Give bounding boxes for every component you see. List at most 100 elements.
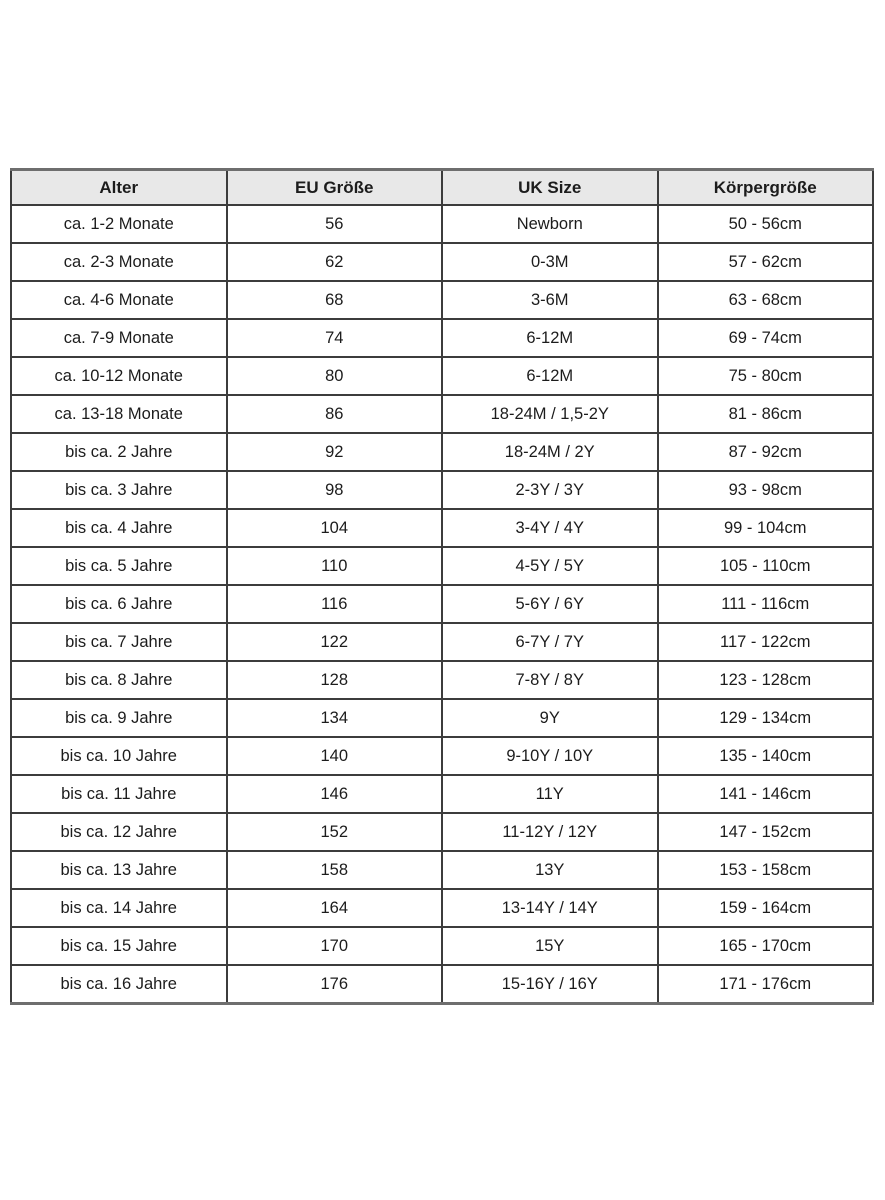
table-cell: 6-12M xyxy=(441,318,659,358)
table-row: ca. 10-12 Monate 80 6-12M 75 - 80cm xyxy=(10,356,874,396)
table-cell: 111 - 116cm xyxy=(656,584,874,624)
table-cell: 86 xyxy=(225,394,443,434)
table-row: ca. 7-9 Monate 74 6-12M 69 - 74cm xyxy=(10,318,874,358)
column-header-alter: Alter xyxy=(10,168,228,206)
table-row: bis ca. 2 Jahre 92 18-24M / 2Y 87 - 92cm xyxy=(10,432,874,472)
table-cell: bis ca. 12 Jahre xyxy=(10,812,228,852)
table-cell: 123 - 128cm xyxy=(656,660,874,700)
table-cell: 2-3Y / 3Y xyxy=(441,470,659,510)
table-cell: 0-3M xyxy=(441,242,659,282)
table-cell: 98 xyxy=(225,470,443,510)
table-cell: 6-7Y / 7Y xyxy=(441,622,659,662)
table-cell: 92 xyxy=(225,432,443,472)
table-cell: 74 xyxy=(225,318,443,358)
table-cell: 9Y xyxy=(441,698,659,738)
column-header-koerpergroesse: Körpergröße xyxy=(656,168,874,206)
table-row: bis ca. 12 Jahre 152 11-12Y / 12Y 147 - 152… xyxy=(10,812,874,852)
table-row: ca. 1-2 Monate 56 Newborn 50 - 56cm xyxy=(10,204,874,244)
table-cell: ca. 4-6 Monate xyxy=(10,280,228,320)
table-cell: bis ca. 7 Jahre xyxy=(10,622,228,662)
table-cell: 147 - 152cm xyxy=(656,812,874,852)
table-cell: 63 - 68cm xyxy=(656,280,874,320)
table-body: ca. 1-2 Monate 56 Newborn 50 - 56cm ca. 2-3 … xyxy=(10,204,874,1005)
table-cell: 122 xyxy=(225,622,443,662)
table-cell: Newborn xyxy=(441,204,659,244)
table-cell: 69 - 74cm xyxy=(656,318,874,358)
table-cell: 5-6Y / 6Y xyxy=(441,584,659,624)
table-cell: 6-12M xyxy=(441,356,659,396)
table-row: bis ca. 10 Jahre 140 9-10Y / 10Y 135 - 140c… xyxy=(10,736,874,776)
table-row: bis ca. 11 Jahre 146 11Y 141 - 146cm xyxy=(10,774,874,814)
table-row: bis ca. 9 Jahre 134 9Y 129 - 134cm xyxy=(10,698,874,738)
table-cell: ca. 1-2 Monate xyxy=(10,204,228,244)
header-row: Alter EU Größe UK Size Körpergröße xyxy=(10,168,874,206)
table-cell: bis ca. 6 Jahre xyxy=(10,584,228,624)
table-cell: 105 - 110cm xyxy=(656,546,874,586)
table-cell: 11-12Y / 12Y xyxy=(441,812,659,852)
table-cell: 9-10Y / 10Y xyxy=(441,736,659,776)
table-cell: 116 xyxy=(225,584,443,624)
table-cell: bis ca. 3 Jahre xyxy=(10,470,228,510)
table-cell: bis ca. 5 Jahre xyxy=(10,546,228,586)
table-cell: bis ca. 11 Jahre xyxy=(10,774,228,814)
table-cell: 18-24M / 1,5-2Y xyxy=(441,394,659,434)
table-cell: 13-14Y / 14Y xyxy=(441,888,659,928)
table-cell: 62 xyxy=(225,242,443,282)
table-cell: 146 xyxy=(225,774,443,814)
table-cell: ca. 7-9 Monate xyxy=(10,318,228,358)
table-cell: bis ca. 8 Jahre xyxy=(10,660,228,700)
table-cell: 56 xyxy=(225,204,443,244)
table-cell: ca. 10-12 Monate xyxy=(10,356,228,396)
table-cell: 152 xyxy=(225,812,443,852)
table-cell: 135 - 140cm xyxy=(656,736,874,776)
table-cell: 171 - 176cm xyxy=(656,964,874,1005)
table-cell: bis ca. 9 Jahre xyxy=(10,698,228,738)
table-cell: 50 - 56cm xyxy=(656,204,874,244)
table-cell: 164 xyxy=(225,888,443,928)
table-cell: bis ca. 16 Jahre xyxy=(10,964,228,1005)
table-cell: 80 xyxy=(225,356,443,396)
table-cell: 93 - 98cm xyxy=(656,470,874,510)
table-cell: 117 - 122cm xyxy=(656,622,874,662)
table-cell: 170 xyxy=(225,926,443,966)
table-cell: 134 xyxy=(225,698,443,738)
table-cell: bis ca. 13 Jahre xyxy=(10,850,228,890)
table-cell: 3-6M xyxy=(441,280,659,320)
table-row: bis ca. 4 Jahre 104 3-4Y / 4Y 99 - 104cm xyxy=(10,508,874,548)
table-cell: 159 - 164cm xyxy=(656,888,874,928)
size-chart-table: Alter EU Größe UK Size Körpergröße ca. 1… xyxy=(10,168,874,1005)
table-row: bis ca. 15 Jahre 170 15Y 165 - 170cm xyxy=(10,926,874,966)
table-row: bis ca. 13 Jahre 158 13Y 153 - 158cm xyxy=(10,850,874,890)
table-row: bis ca. 5 Jahre 110 4-5Y / 5Y 105 - 110cm xyxy=(10,546,874,586)
table-row: bis ca. 8 Jahre 128 7-8Y / 8Y 123 - 128cm xyxy=(10,660,874,700)
table-header: Alter EU Größe UK Size Körpergröße xyxy=(10,168,874,206)
table-cell: bis ca. 14 Jahre xyxy=(10,888,228,928)
column-header-uk-size: UK Size xyxy=(441,168,659,206)
table-row: bis ca. 16 Jahre 176 15-16Y / 16Y 171 - 176… xyxy=(10,964,874,1005)
table-cell: 15Y xyxy=(441,926,659,966)
table-cell: 99 - 104cm xyxy=(656,508,874,548)
table-row: bis ca. 6 Jahre 116 5-6Y / 6Y 111 - 116cm xyxy=(10,584,874,624)
table-cell: bis ca. 4 Jahre xyxy=(10,508,228,548)
table-row: bis ca. 3 Jahre 98 2-3Y / 3Y 93 - 98cm xyxy=(10,470,874,510)
table-cell: 165 - 170cm xyxy=(656,926,874,966)
table-cell: 110 xyxy=(225,546,443,586)
table-cell: 75 - 80cm xyxy=(656,356,874,396)
table-cell: 176 xyxy=(225,964,443,1005)
table-cell: 4-5Y / 5Y xyxy=(441,546,659,586)
table-row: bis ca. 7 Jahre 122 6-7Y / 7Y 117 - 122cm xyxy=(10,622,874,662)
table-cell: 87 - 92cm xyxy=(656,432,874,472)
table-cell: 57 - 62cm xyxy=(656,242,874,282)
table-cell: 11Y xyxy=(441,774,659,814)
table-cell: 158 xyxy=(225,850,443,890)
table-row: bis ca. 14 Jahre 164 13-14Y / 14Y 159 - 164… xyxy=(10,888,874,928)
table-cell: 18-24M / 2Y xyxy=(441,432,659,472)
table-cell: 13Y xyxy=(441,850,659,890)
table-cell: 81 - 86cm xyxy=(656,394,874,434)
table-cell: 68 xyxy=(225,280,443,320)
table-cell: 104 xyxy=(225,508,443,548)
table-cell: bis ca. 2 Jahre xyxy=(10,432,228,472)
table-cell: bis ca. 10 Jahre xyxy=(10,736,228,776)
table-cell: 153 - 158cm xyxy=(656,850,874,890)
table-cell: 15-16Y / 16Y xyxy=(441,964,659,1005)
